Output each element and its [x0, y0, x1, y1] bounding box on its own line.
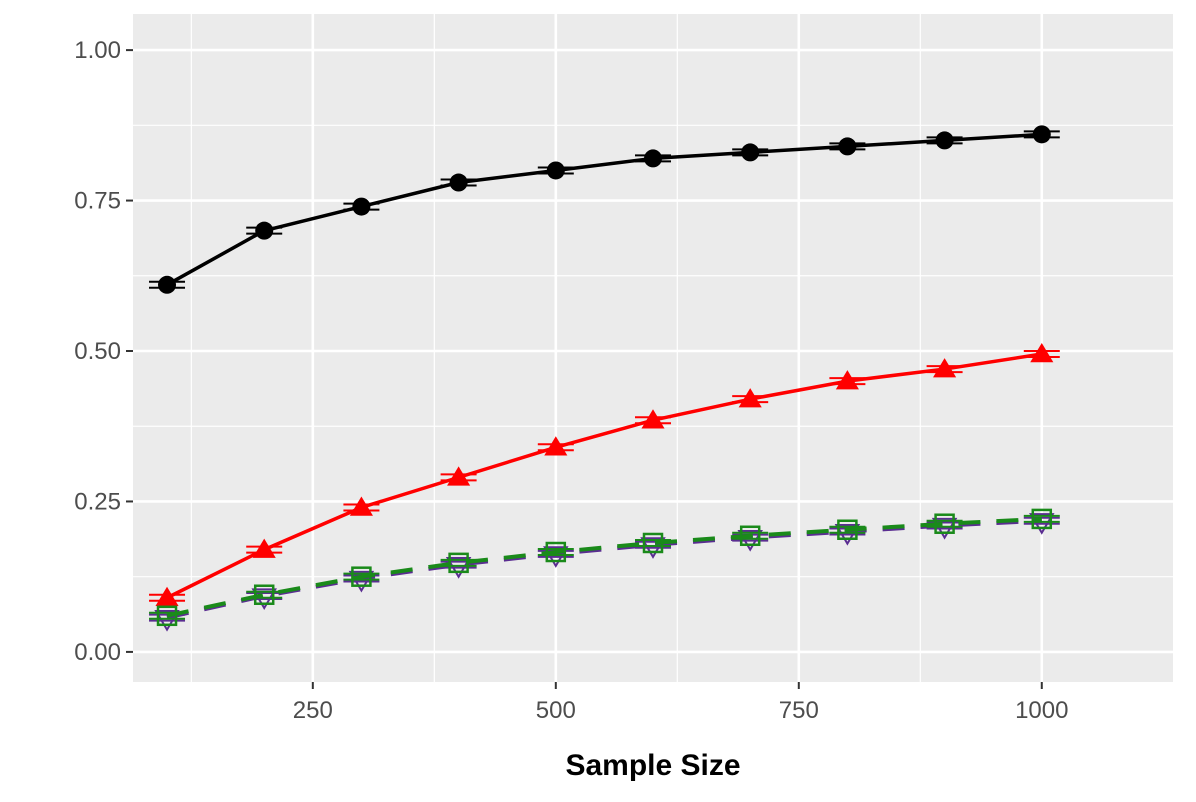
data-point [1032, 125, 1051, 144]
series-line [166, 516, 1042, 618]
data-point [640, 537, 666, 559]
y-tick-label: 1.00 [74, 37, 121, 64]
series-4 [149, 508, 1060, 627]
series-2 [149, 343, 1060, 606]
data-point [834, 523, 861, 546]
data-point [449, 173, 468, 192]
data-point [1030, 343, 1054, 363]
data-point [156, 605, 178, 627]
data-point [158, 275, 177, 294]
data-point [838, 137, 857, 156]
series-group [149, 125, 1060, 632]
data-point [445, 557, 472, 579]
data-point [933, 358, 957, 378]
data-point [154, 610, 180, 632]
data-point [738, 388, 762, 408]
series-1 [149, 125, 1060, 294]
data-point [934, 513, 955, 534]
y-tick-label: 0.25 [74, 488, 121, 515]
series-line [166, 132, 1042, 287]
x-tick-label: 1000 [1015, 697, 1068, 724]
y-tick-label: 0.00 [74, 639, 121, 666]
data-point [543, 546, 569, 568]
data-point [545, 541, 567, 563]
x-tick-label: 500 [536, 697, 576, 724]
data-point [351, 566, 372, 587]
data-point [546, 161, 565, 180]
plot-panel [133, 14, 1173, 682]
x-axis-title: Sample Size [565, 749, 740, 782]
data-point [544, 436, 568, 456]
y-tick-label: 0.75 [74, 188, 121, 215]
data-point [642, 532, 664, 554]
data-point [349, 496, 373, 516]
x-tick-label: 750 [779, 697, 819, 724]
data-point [737, 529, 763, 552]
data-point [155, 586, 179, 606]
y-tick-label: 0.50 [74, 338, 121, 365]
data-point [644, 149, 662, 168]
data-point [1029, 513, 1055, 535]
data-point [739, 525, 761, 547]
y-axis: 0.00 0.25 0.50 0.75 1.00 [74, 37, 133, 666]
data-point [1031, 508, 1053, 530]
data-point [252, 538, 276, 558]
x-tick-label: 250 [293, 697, 333, 724]
data-point [253, 584, 275, 605]
data-point [641, 409, 665, 429]
data-point [935, 131, 954, 150]
x-axis: 250 500 750 1000 [293, 682, 1068, 724]
data-point [741, 143, 760, 162]
data-point [835, 370, 859, 390]
data-point [448, 552, 469, 574]
data-point [931, 517, 958, 540]
data-point [837, 519, 858, 540]
series-line [166, 352, 1043, 600]
data-point [447, 466, 471, 486]
data-point [348, 570, 375, 593]
data-point [352, 197, 371, 216]
data-point [255, 221, 274, 240]
